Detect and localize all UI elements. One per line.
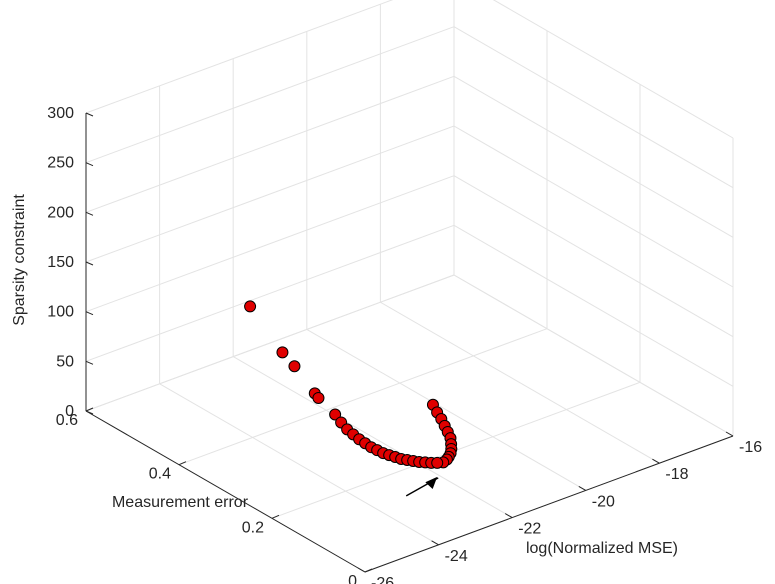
x-axis-title: log(Normalized MSE) — [526, 540, 678, 557]
scatter-points — [244, 300, 458, 469]
y-axis-line — [85, 410, 366, 573]
grid-line-x-floor — [159, 383, 439, 546]
z-tick — [85, 311, 94, 316]
labels: log(Normalized MSE) Measurement error Sp… — [11, 194, 678, 557]
z-tick-label: 0 — [65, 403, 74, 420]
y-tick-label: 0.4 — [149, 466, 171, 483]
grid-line-x-floor — [306, 328, 587, 491]
grid-line-z-sidewall — [453, 75, 734, 238]
x-tick-label: -24 — [445, 548, 468, 565]
annotation-arrow-head — [425, 476, 438, 490]
grid — [85, 0, 734, 573]
z-tick — [85, 261, 94, 266]
x-tick — [504, 513, 513, 519]
grid-line-y-floor — [178, 328, 548, 466]
grid-line-z-backwall — [85, 274, 455, 412]
grid-line-z-sidewall — [453, 26, 734, 189]
data-point — [288, 360, 301, 373]
data-point — [431, 456, 444, 469]
data-point — [312, 391, 325, 404]
grid-line-z-sidewall — [453, 274, 734, 437]
x-tick-label: -26 — [371, 575, 394, 584]
z-tick — [85, 360, 94, 365]
z-tick — [85, 162, 94, 167]
x-tick-label: -18 — [665, 466, 688, 483]
grid-line-z-sidewall — [453, 175, 734, 338]
grid-line-z-backwall — [85, 175, 455, 313]
x-tick-label: -20 — [592, 493, 615, 510]
z-tick-label: 200 — [47, 204, 74, 221]
grid-line-x-floor — [232, 356, 513, 519]
grid-line-z-backwall — [85, 0, 394, 114]
z-tick-label: 250 — [47, 155, 74, 172]
y-axis-title: Measurement error — [112, 494, 249, 511]
grid-line-z-backwall — [85, 75, 455, 213]
y-tick-label: 0.6 — [56, 412, 78, 429]
x-tick — [652, 458, 660, 464]
x-tick — [725, 431, 734, 437]
y-tick-label: 0 — [348, 573, 357, 584]
grid-line-z-sidewall — [453, 125, 734, 288]
grid-line-z-sidewall — [453, 224, 734, 387]
y-tick — [271, 514, 280, 519]
x-tick — [578, 485, 587, 491]
z-tick-label: 300 — [47, 105, 74, 122]
z-tick — [85, 410, 94, 415]
x-tick — [431, 540, 439, 546]
data-point — [244, 300, 257, 313]
y-tick — [178, 461, 187, 466]
grid-line-x-floor — [380, 301, 660, 464]
y-tick-label: 0.2 — [242, 519, 264, 536]
x-tick-label: -16 — [739, 439, 762, 456]
x-tick — [357, 567, 366, 573]
z-tick-label: 150 — [47, 254, 74, 271]
z-tick — [85, 112, 94, 117]
data-point — [329, 408, 342, 421]
z-tick-label: 100 — [47, 304, 74, 321]
grid-line-z-backwall — [85, 224, 455, 362]
y-tick — [364, 568, 373, 573]
grid-line-z-backwall — [85, 125, 455, 263]
z-axis-title: Sparsity constraint — [11, 194, 28, 326]
x-axis-line — [364, 435, 734, 573]
z-tick — [85, 211, 94, 216]
axes: -26-24-22-20-18-1600.20.40.6050100150200… — [47, 105, 762, 584]
data-point — [276, 346, 289, 359]
annotation — [405, 476, 439, 497]
y-tick — [85, 407, 94, 412]
grid-line-z-sidewall — [492, 0, 734, 139]
x-tick-label: -22 — [518, 521, 541, 538]
grid-line-z-backwall — [85, 26, 455, 164]
z-tick-label: 50 — [56, 353, 74, 370]
